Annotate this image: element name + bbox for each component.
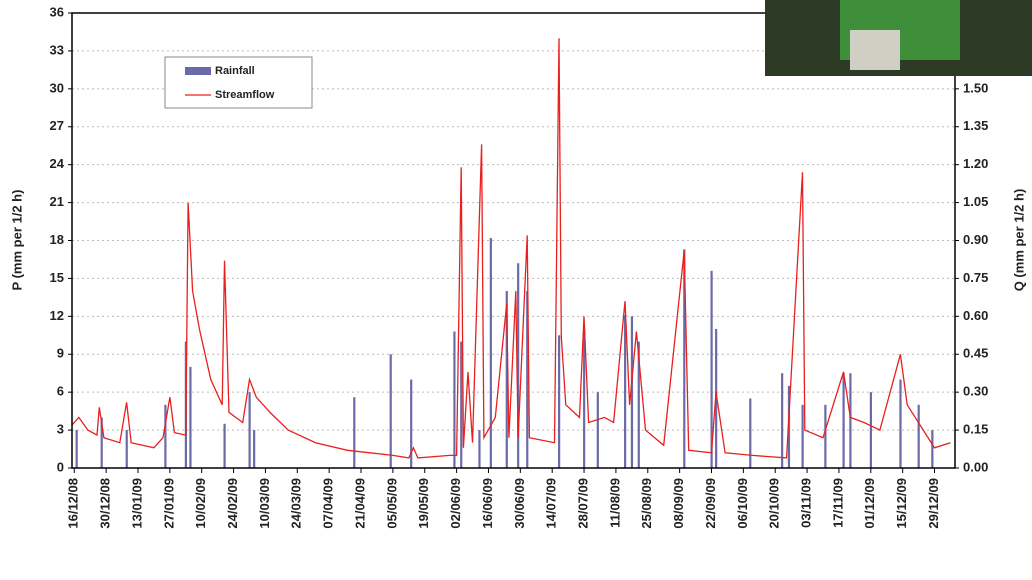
y-tick-label: 36: [50, 4, 64, 19]
rain-bar: [100, 417, 103, 468]
y-tick-label: 27: [50, 118, 64, 133]
y-tick-label: 0: [57, 459, 64, 474]
plot: 03691215182124273033360.000.150.300.450.…: [50, 4, 989, 528]
y-tick-label: 24: [50, 156, 65, 171]
rain-bar: [596, 392, 599, 468]
x-tick-label: 30/12/08: [98, 478, 113, 529]
x-tick-label: 01/12/09: [862, 478, 877, 529]
x-tick-label: 03/11/09: [799, 478, 814, 528]
x-tick-label: 27/01/09: [161, 478, 176, 529]
rain-bar: [223, 423, 226, 468]
rain-bar: [248, 392, 251, 468]
y-tick-label: 15: [50, 270, 64, 285]
y2-tick-label: 1.50: [963, 80, 988, 95]
y-tick-label: 3: [57, 422, 64, 437]
rain-bar: [781, 373, 784, 468]
rain-bar: [899, 379, 902, 468]
x-tick-label: 29/12/09: [926, 478, 941, 529]
x-tick-label: 06/10/09: [735, 478, 750, 529]
rain-bar: [637, 341, 640, 468]
x-tick-label: 19/05/09: [416, 478, 431, 529]
rain-bar: [558, 335, 561, 468]
rain-bar: [353, 397, 356, 468]
rain-bar: [917, 404, 920, 468]
rain-bar: [824, 404, 827, 468]
y2-tick-label: 0.90: [963, 232, 988, 247]
rain-bar: [75, 430, 78, 468]
plot-frame: [71, 12, 956, 469]
y-tick-label: 6: [57, 384, 64, 399]
x-tick-label: 17/11/09: [830, 478, 845, 528]
y-tick-label: 9: [57, 346, 64, 361]
x-tick-label: 25/08/09: [639, 478, 654, 529]
x-tick-label: 02/06/09: [448, 478, 463, 529]
rain-bar: [801, 404, 804, 468]
rain-bar: [583, 328, 586, 468]
legend-label: Streamflow: [215, 89, 275, 101]
rain-bar: [931, 430, 934, 468]
legend-swatch: [185, 67, 211, 75]
rain-bar: [389, 354, 392, 468]
y-tick-label: 21: [50, 194, 64, 209]
x-tick-label: 05/05/09: [384, 478, 399, 529]
y2-tick-label: 1.35: [963, 118, 988, 133]
x-tick-label: 08/09/09: [671, 478, 686, 529]
y2-tick-label: 1.20: [963, 156, 988, 171]
rain-bar: [410, 379, 413, 468]
rain-bar: [683, 249, 686, 468]
rain-bar: [526, 291, 529, 468]
x-tick-label: 10/02/09: [193, 478, 208, 529]
x-tick-label: 21/04/09: [352, 478, 367, 529]
x-tick-label: 14/07/09: [544, 478, 559, 529]
rain-bar: [125, 430, 128, 468]
y2-tick-label: 0.15: [963, 422, 988, 437]
x-tick-label: 13/01/09: [129, 478, 144, 529]
y2-tick-label: 0.30: [963, 384, 988, 399]
rain-bar: [710, 270, 713, 468]
y-tick-label: 33: [50, 42, 64, 57]
rain-bar: [489, 237, 492, 468]
streamflow-line: [71, 38, 951, 459]
rain-bar: [624, 315, 627, 468]
photo-sacks: [850, 30, 900, 70]
rain-bar: [517, 263, 520, 468]
y2-tick-label: 0.60: [963, 308, 988, 323]
rain-bar: [164, 404, 167, 468]
rain-bar: [478, 430, 481, 468]
y2-tick-label: 0.45: [963, 346, 988, 361]
x-tick-label: 30/06/09: [512, 478, 527, 529]
x-tick-label: 07/04/09: [321, 478, 336, 529]
x-tick-label: 24/03/09: [289, 478, 304, 529]
y-tick-label: 30: [50, 80, 64, 95]
x-tick-label: 11/08/09: [607, 478, 622, 528]
legend-box: [164, 56, 313, 109]
y2-tick-label: 0.00: [963, 459, 988, 474]
rain-bar: [842, 373, 845, 468]
y-tick-label: 18: [50, 232, 64, 247]
y-tick-label: 12: [50, 308, 64, 323]
x-tick-label: 15/12/09: [894, 478, 909, 529]
rain-bar: [453, 331, 456, 468]
y2-tick-label: 1.05: [963, 194, 988, 209]
x-tick-label: 22/09/09: [703, 478, 718, 529]
x-tick-label: 16/12/08: [66, 478, 81, 529]
rain-bar: [460, 341, 463, 468]
rain-bar: [253, 430, 256, 468]
y2-axis-title: Q (mm per 1/2 h): [1011, 189, 1026, 292]
x-tick-label: 20/10/09: [767, 478, 782, 529]
y2-tick-label: 0.75: [963, 270, 988, 285]
x-tick-label: 28/07/09: [575, 478, 590, 529]
rain-bar: [630, 316, 634, 468]
rain-bar: [189, 366, 192, 468]
y-axis-title: P (mm per 1/2 h): [9, 190, 24, 291]
rain-bar: [505, 291, 508, 468]
rain-bar: [849, 373, 852, 468]
rain-bar: [869, 392, 872, 468]
x-tick-label: 16/06/09: [480, 478, 495, 529]
rain-bar: [749, 398, 752, 468]
x-tick-label: 10/03/09: [257, 478, 272, 529]
x-tick-label: 24/02/09: [225, 478, 240, 529]
legend-label: Rainfall: [215, 65, 255, 77]
